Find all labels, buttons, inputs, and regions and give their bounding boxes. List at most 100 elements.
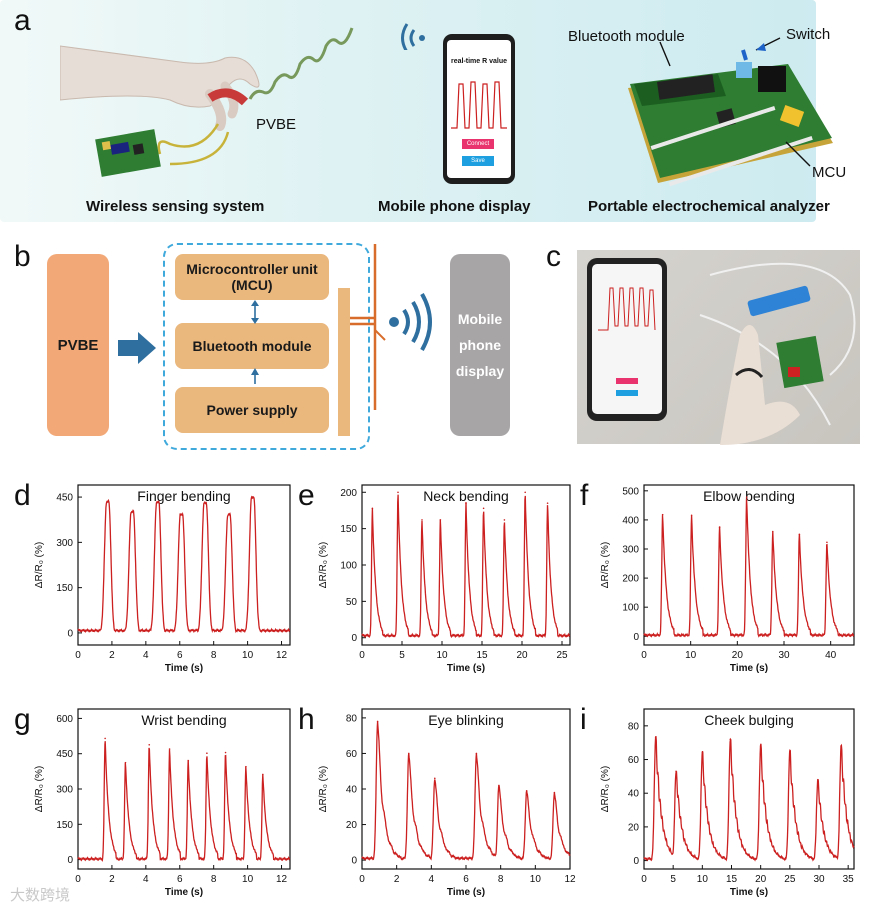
panel-c-connect-button[interactable] — [616, 378, 638, 384]
panel-letter-i: i — [580, 703, 587, 736]
xtick-label-h-10: 10 — [530, 874, 542, 885]
peak-point-g-7 — [245, 765, 247, 768]
xtick-label-f-40: 40 — [825, 650, 837, 661]
plot-title-f: Elbow bending — [703, 488, 795, 504]
mobile-block-line2: phone — [459, 337, 501, 353]
peak-point-f-1 — [690, 514, 693, 517]
xtick-label-d-10: 10 — [242, 650, 254, 661]
ytick-label-h-60: 60 — [346, 749, 358, 760]
peak-point-g-1 — [124, 761, 127, 764]
peak-point-g-6 — [224, 751, 227, 754]
xtick-label-e-5: 5 — [399, 650, 405, 661]
wireless-sensing-illustration — [60, 27, 354, 177]
panel-c-save-button[interactable] — [616, 390, 638, 396]
xtick-label-g-10: 10 — [242, 874, 254, 885]
panel-c-phone-chart — [598, 287, 656, 331]
ytick-label-i-0: 0 — [633, 856, 639, 867]
xtick-label-i-5: 5 — [670, 874, 676, 885]
caption-wireless-sensing: Wireless sensing system — [86, 198, 265, 215]
ytick-label-f-100: 100 — [622, 603, 639, 614]
xtick-label-e-20: 20 — [516, 650, 528, 661]
xtick-label-h-12: 12 — [564, 874, 576, 885]
ytick-label-g-450: 450 — [56, 749, 73, 760]
ytick-label-f-0: 0 — [633, 632, 639, 643]
xtick-label-d-8: 8 — [211, 650, 217, 661]
pvbe-label: PVBE — [256, 116, 297, 133]
xtick-label-g-0: 0 — [75, 874, 81, 885]
ytick-label-g-150: 150 — [56, 820, 73, 831]
xtick-label-d-6: 6 — [177, 650, 183, 661]
ytick-label-i-80: 80 — [628, 721, 640, 732]
mobile-display-block: Mobile phone display — [450, 254, 510, 436]
peak-point-f-6 — [826, 541, 828, 544]
xtick-label-i-25: 25 — [784, 874, 796, 885]
series-line-h — [361, 721, 571, 862]
bluetooth-block: Bluetooth module — [175, 323, 329, 369]
ytick-label-e-150: 150 — [340, 524, 357, 535]
mcu-label: MCU — [812, 164, 847, 181]
xlabel-f: Time (s) — [730, 663, 768, 674]
wireless-signal-icon — [389, 293, 432, 351]
peak-point-h-4 — [498, 784, 500, 787]
panel-letter-b: b — [14, 240, 31, 273]
phone-connect-button[interactable]: Connect — [462, 139, 494, 149]
ylabel-i: ΔR/R₀ (%) — [600, 766, 611, 812]
switch-label: Switch — [786, 26, 831, 43]
xtick-label-f-20: 20 — [732, 650, 744, 661]
peak-point-h-6 — [553, 791, 556, 794]
ytick-label-h-20: 20 — [346, 820, 358, 831]
plot-title-d: Finger bending — [137, 488, 230, 504]
peak-point-e-8 — [546, 502, 549, 504]
xtick-label-g-4: 4 — [143, 874, 149, 885]
panel-letter-e: e — [298, 479, 315, 512]
series-line-i — [643, 736, 855, 862]
peak-point-f-5 — [798, 533, 801, 536]
xlabel-h: Time (s) — [447, 887, 485, 898]
ylabel-f: ΔR/R₀ (%) — [600, 542, 611, 588]
xtick-label-i-10: 10 — [697, 874, 709, 885]
xlabel-i: Time (s) — [730, 887, 768, 898]
panel-letter-h: h — [298, 703, 315, 736]
peak-point-i-7 — [840, 745, 842, 747]
ytick-label-i-40: 40 — [628, 789, 640, 800]
peak-point-g-4 — [187, 759, 190, 762]
xtick-label-h-0: 0 — [359, 874, 365, 885]
xtick-label-e-15: 15 — [476, 650, 488, 661]
peak-point-e-3 — [439, 519, 442, 521]
peak-point-h-3 — [475, 752, 478, 755]
ytick-label-h-0: 0 — [351, 856, 357, 867]
bluetooth-module-label: Bluetooth module — [568, 28, 685, 45]
xtick-label-h-4: 4 — [429, 874, 435, 885]
plot-title-g: Wrist bending — [141, 712, 226, 728]
xtick-label-f-0: 0 — [641, 650, 647, 661]
mobile-block-line3: display — [455, 363, 505, 379]
system-dashed-boundary — [163, 243, 370, 450]
ytick-label-e-50: 50 — [346, 597, 358, 608]
mobile-block-line1: Mobile — [457, 311, 503, 327]
peak-point-f-2 — [718, 526, 721, 528]
caption-portable-analyzer: Portable electrochemical analyzer — [588, 198, 830, 215]
xtick-label-f-10: 10 — [685, 650, 697, 661]
xtick-label-i-30: 30 — [813, 874, 825, 885]
plot-frame-f — [643, 484, 855, 646]
ytick-label-d-150: 150 — [56, 583, 73, 594]
mcu-block-line1: Microcontroller unit — [186, 261, 318, 277]
phone-mini-chart — [451, 81, 507, 129]
plot-title-h: Eye blinking — [428, 712, 504, 728]
xtick-label-e-25: 25 — [556, 650, 568, 661]
ytick-label-g-600: 600 — [56, 714, 73, 725]
peak-point-f-4 — [772, 530, 774, 533]
peak-point-g-8 — [262, 773, 264, 776]
peak-point-g-2 — [148, 743, 151, 746]
ytick-label-e-200: 200 — [340, 488, 357, 499]
peak-point-d-3 — [180, 513, 183, 516]
panel-letter-f: f — [580, 479, 589, 512]
xtick-label-g-6: 6 — [177, 874, 183, 885]
phone-save-button[interactable]: Save — [462, 156, 494, 166]
xlabel-e: Time (s) — [447, 663, 485, 674]
ytick-label-i-20: 20 — [628, 822, 640, 833]
peak-point-g-0 — [104, 737, 106, 740]
panel-letter-c: c — [546, 240, 561, 273]
pvbe-block: PVBE — [47, 254, 109, 436]
plot-frame-i — [643, 708, 855, 870]
